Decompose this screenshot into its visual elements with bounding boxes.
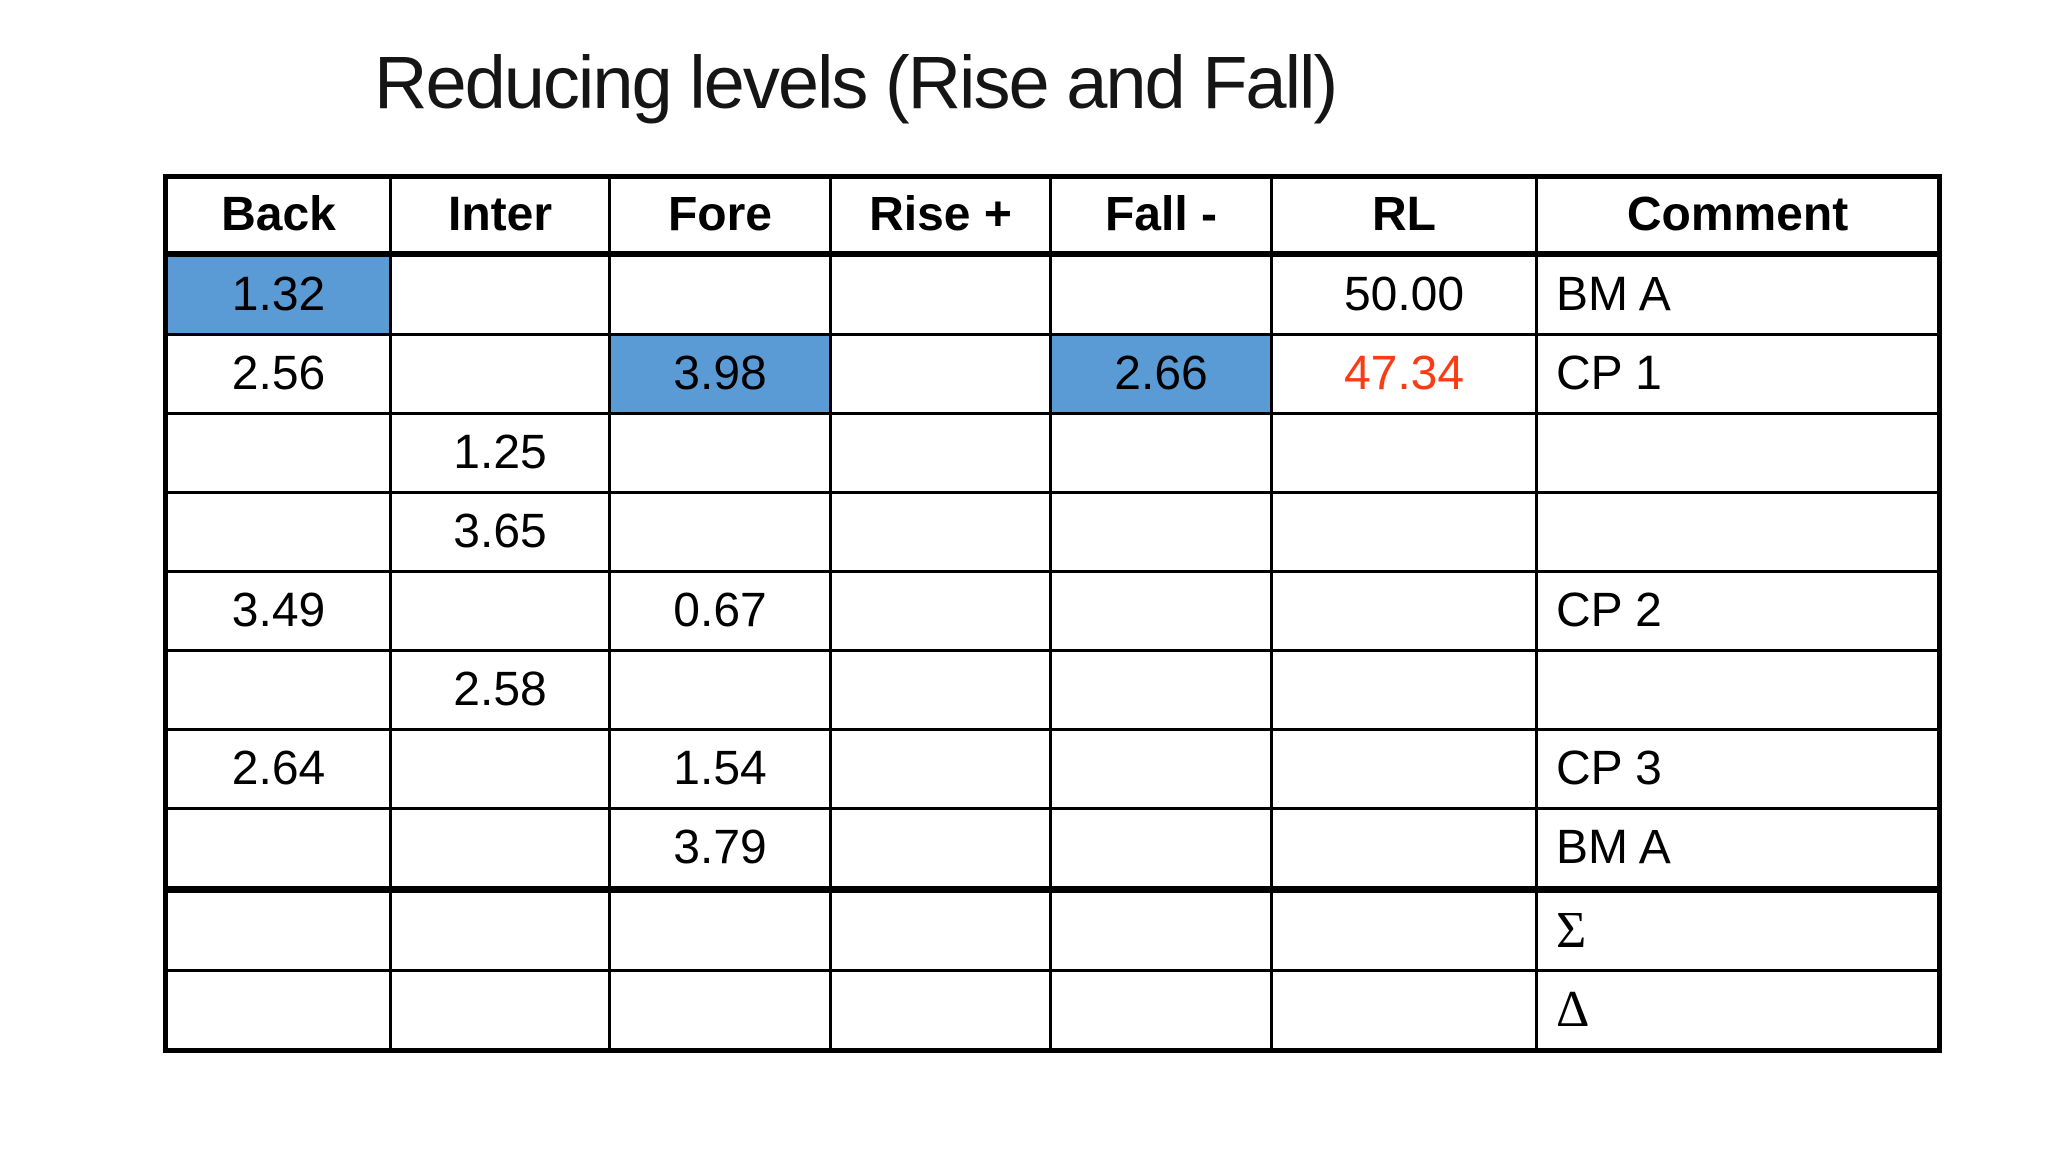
cell-rise-row7	[829, 728, 1052, 810]
table-row-8: 3.79 BM A	[164, 807, 1941, 893]
cell-rl-row5	[1270, 570, 1538, 652]
column-header-comment: Comment	[1535, 175, 1941, 257]
cell-fore-row8: 3.79	[608, 807, 832, 893]
cell-fore-row2: 3.98	[608, 333, 832, 415]
table-row-9: Σ	[164, 888, 1941, 972]
cell-rise-row9	[829, 888, 1052, 972]
cell-rise-row1	[829, 252, 1052, 336]
cell-inter-row8	[389, 807, 611, 893]
cell-rl-row9	[1270, 888, 1538, 972]
cell-comment-row2: CP 1	[1535, 333, 1941, 415]
cell-fore-row4	[608, 491, 832, 573]
cell-comment-row4	[1535, 491, 1941, 573]
cell-back-row4	[164, 491, 392, 573]
cell-inter-row6: 2.58	[389, 649, 611, 731]
cell-fall-row4	[1049, 491, 1273, 573]
table-row-4: 3.65	[164, 491, 1941, 573]
cell-rl-row10	[1270, 969, 1538, 1052]
cell-rise-row3	[829, 412, 1052, 494]
table-body: 1.32 50.00 BM A 2.56 3.98 2.66 47.34 CP 1 1.25 3.…	[164, 252, 1941, 1052]
table-row-2: 2.56 3.98 2.66 47.34 CP 1	[164, 333, 1941, 415]
cell-comment-row7: CP 3	[1535, 728, 1941, 810]
cell-back-row5: 3.49	[164, 570, 392, 652]
cell-rise-row5	[829, 570, 1052, 652]
column-header-fall: Fall -	[1049, 175, 1273, 257]
header-row: Back Inter Fore Rise + Fall - RL Comment	[164, 175, 1941, 257]
cell-fall-row1	[1049, 252, 1273, 336]
cell-inter-row10	[389, 969, 611, 1052]
cell-back-row8	[164, 807, 392, 893]
cell-rise-row6	[829, 649, 1052, 731]
cell-rl-row4	[1270, 491, 1538, 573]
cell-fore-row1	[608, 252, 832, 336]
slide-title: Reducing levels (Rise and Fall)	[374, 41, 1338, 124]
cell-comment-row10: Δ	[1535, 969, 1941, 1052]
cell-fall-row2: 2.66	[1049, 333, 1273, 415]
table-row-3: 1.25	[164, 412, 1941, 494]
cell-comment-row1: BM A	[1535, 252, 1941, 336]
table-row-10: Δ	[164, 969, 1941, 1052]
cell-fore-row7: 1.54	[608, 728, 832, 810]
cell-comment-row9: Σ	[1535, 888, 1941, 972]
cell-rl-row8	[1270, 807, 1538, 893]
cell-comment-row3	[1535, 412, 1941, 494]
cell-fall-row7	[1049, 728, 1273, 810]
cell-fore-row6	[608, 649, 832, 731]
cell-fall-row6	[1049, 649, 1273, 731]
cell-inter-row5	[389, 570, 611, 652]
cell-rise-row2	[829, 333, 1052, 415]
cell-back-row3	[164, 412, 392, 494]
cell-rise-row10	[829, 969, 1052, 1052]
cell-fall-row8	[1049, 807, 1273, 893]
cell-back-row9	[164, 888, 392, 972]
cell-fall-row10	[1049, 969, 1273, 1052]
cell-fall-row9	[1049, 888, 1273, 972]
table-row-5: 3.49 0.67 CP 2	[164, 570, 1941, 652]
cell-rl-row2: 47.34	[1270, 333, 1538, 415]
cell-rise-row8	[829, 807, 1052, 893]
cell-rl-row3	[1270, 412, 1538, 494]
cell-inter-row4: 3.65	[389, 491, 611, 573]
table-row-6: 2.58	[164, 649, 1941, 731]
column-header-rise: Rise +	[829, 175, 1052, 257]
cell-rl-row1: 50.00	[1270, 252, 1538, 336]
cell-rl-row6	[1270, 649, 1538, 731]
cell-fore-row5: 0.67	[608, 570, 832, 652]
table-row-7: 2.64 1.54 CP 3	[164, 728, 1941, 810]
table-row-1: 1.32 50.00 BM A	[164, 252, 1941, 336]
cell-comment-row5: CP 2	[1535, 570, 1941, 652]
cell-inter-row2	[389, 333, 611, 415]
cell-back-row10	[164, 969, 392, 1052]
cell-inter-row1	[389, 252, 611, 336]
column-header-fore: Fore	[608, 175, 832, 257]
cell-rl-row7	[1270, 728, 1538, 810]
cell-fore-row9	[608, 888, 832, 972]
cell-comment-row6	[1535, 649, 1941, 731]
cell-fall-row3	[1049, 412, 1273, 494]
levels-table: Back Inter Fore Rise + Fall - RL Comment 1.32 5…	[163, 174, 1942, 1053]
cell-back-row7: 2.64	[164, 728, 392, 810]
cell-inter-row3: 1.25	[389, 412, 611, 494]
cell-comment-row8: BM A	[1535, 807, 1941, 893]
cell-fore-row10	[608, 969, 832, 1052]
column-header-rl: RL	[1270, 175, 1538, 257]
cell-back-row2: 2.56	[164, 333, 392, 415]
column-header-back: Back	[164, 175, 392, 257]
cell-rise-row4	[829, 491, 1052, 573]
cell-inter-row7	[389, 728, 611, 810]
cell-inter-row9	[389, 888, 611, 972]
cell-fore-row3	[608, 412, 832, 494]
cell-back-row1: 1.32	[164, 252, 392, 336]
cell-back-row6	[164, 649, 392, 731]
cell-fall-row5	[1049, 570, 1273, 652]
column-header-inter: Inter	[389, 175, 611, 257]
